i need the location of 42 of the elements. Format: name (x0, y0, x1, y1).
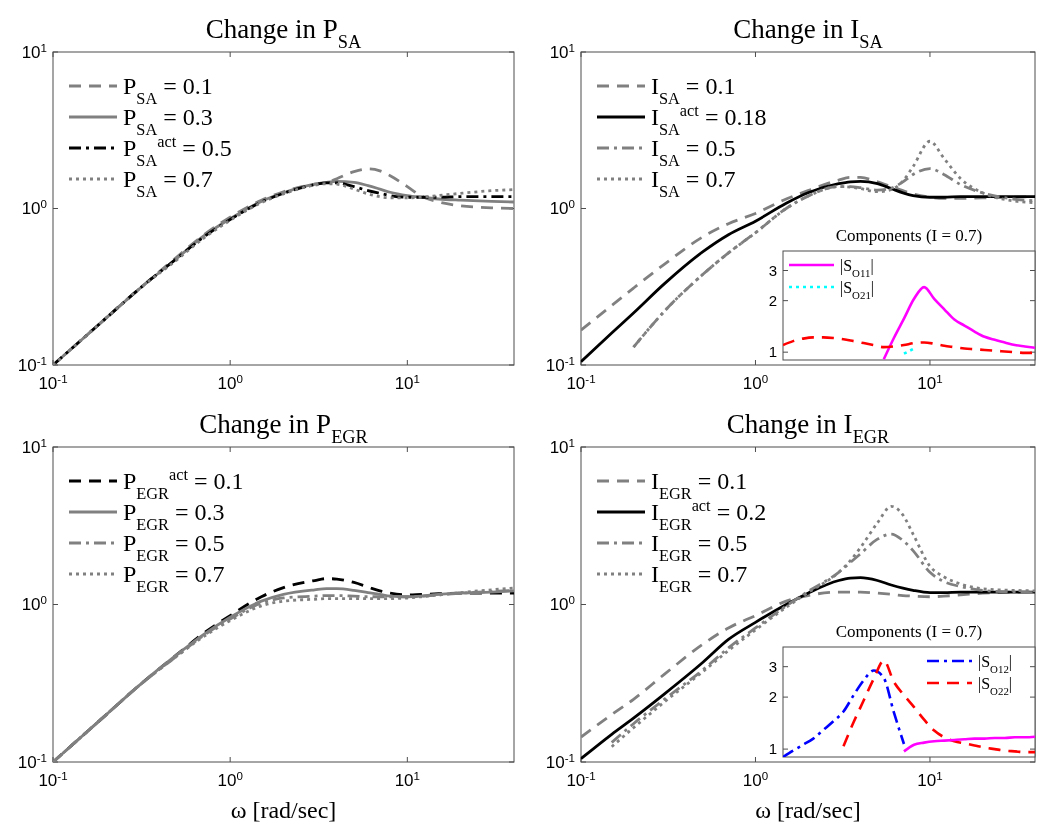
legend-label: P$_{SA}$ = 0.1 (123, 73, 213, 108)
y-tick-label: 10$^{1}$ (549, 41, 575, 62)
y-tick-label: 10$^{1}$ (549, 436, 575, 457)
y-tick-label: 2 (768, 291, 777, 309)
legend-label: P$_{SA}$ = 0.7 (123, 166, 213, 201)
y-tick-label: 10$^{1}$ (21, 41, 47, 62)
y-tick-label: 10$^{1}$ (21, 436, 47, 457)
x-tick-label: 10$^{0}$ (217, 373, 243, 393)
x-tick-label: 10$^{-1}$ (566, 770, 596, 790)
chart-title: Components (I = 0.7) (835, 622, 983, 641)
legend-label: |S$_{O11}$| (840, 256, 874, 279)
x-tick-label: 10$^{1}$ (394, 373, 421, 393)
y-tick-label: 10$^{-1}$ (17, 354, 47, 375)
x-tick-label: 10$^{-1}$ (38, 770, 68, 790)
chart-title: Change in P$_{EGR}$ (199, 409, 369, 447)
x-axis-title: ω [rad/sec] (755, 797, 861, 823)
x-tick-label: 10$^{0}$ (217, 770, 243, 790)
chart-title: Change in I$_{SA}$ (733, 14, 884, 52)
y-tick-label: 10$^{0}$ (21, 198, 47, 219)
legend-label: |S$_{O21}$| (840, 278, 875, 301)
x-tick-label: 10$^{1}$ (917, 373, 943, 393)
y-tick-label: 2 (768, 688, 777, 706)
legend-label: |S$_{O12}$| (978, 652, 1013, 675)
chart-title: Change in P$_{SA}$ (205, 14, 362, 52)
y-tick-label: 3 (768, 261, 777, 279)
x-tick-label: 10$^{-1}$ (38, 373, 68, 393)
y-tick-label: 10$^{-1}$ (17, 751, 47, 772)
y-tick-label: 10$^{0}$ (21, 594, 47, 615)
x-tick-label: 10$^{1}$ (917, 770, 943, 790)
y-tick-label: 1 (768, 740, 777, 758)
legend-label: |S$_{O22}$| (978, 674, 1013, 697)
chart-title: Change in I$_{EGR}$ (726, 409, 891, 447)
y-tick-label: 10$^{-1}$ (545, 751, 575, 772)
x-tick-label: 10$^{-1}$ (566, 373, 596, 393)
y-tick-label: 1 (768, 343, 777, 361)
y-tick-label: 10$^{0}$ (549, 198, 575, 219)
chart-title: Components (I = 0.7) (835, 226, 983, 245)
x-tick-label: 10$^{1}$ (394, 770, 421, 790)
y-tick-label: 10$^{0}$ (549, 594, 575, 615)
x-axis-title: ω [rad/sec] (230, 797, 337, 823)
y-tick-label: 10$^{-1}$ (545, 354, 575, 375)
y-tick-label: 3 (768, 657, 777, 675)
